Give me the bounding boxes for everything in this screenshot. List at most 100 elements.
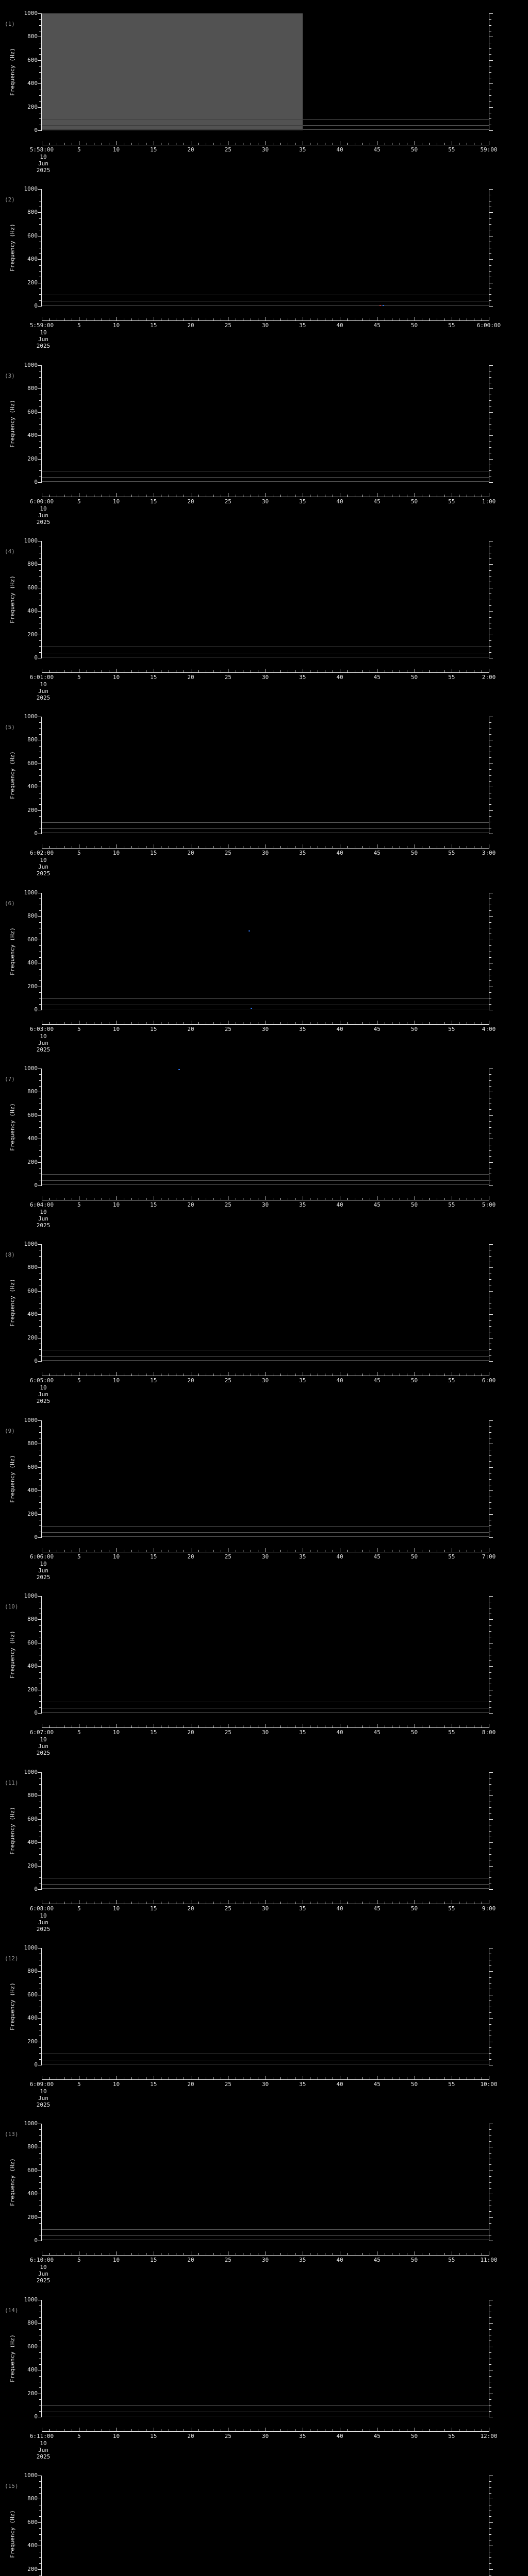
y-major-tick-right: [489, 459, 493, 460]
y-minor-tick-right: [489, 757, 491, 758]
y-major-tick-left: [38, 1291, 41, 1292]
y-minor-tick-left: [39, 2352, 41, 2353]
y-minor-tick-right: [489, 300, 491, 301]
y-minor-tick-left: [39, 1701, 41, 1702]
y-tick-label: 800: [27, 561, 38, 568]
y-minor-tick-left: [39, 1279, 41, 1280]
y-major-tick-right: [489, 1185, 493, 1186]
x-end-time-label: 11:00: [480, 2257, 498, 2263]
y-minor-tick-left: [39, 1426, 41, 1427]
x-tick-label: 10: [112, 2257, 120, 2263]
x-tick-label: 30: [261, 1553, 269, 1560]
y-minor-tick-left: [39, 1784, 41, 1785]
x-tick-label: 25: [224, 850, 232, 856]
x-tick-label: 25: [224, 322, 232, 329]
x-tick-label: 50: [410, 850, 418, 856]
y-major-tick-right: [489, 1514, 493, 1515]
spectrogram-panel: (12) Frequency (Hz) 0 200 400 600 800 1000 5 10…: [0, 1935, 528, 2110]
y-major-tick-right: [489, 564, 493, 565]
x-tick-label: 40: [336, 322, 343, 329]
y-tick-label: 200: [27, 1510, 38, 1517]
x-minor-tick: [198, 2429, 199, 2431]
x-minor-tick: [347, 846, 348, 848]
x-tick-label: 40: [336, 498, 343, 505]
y-minor-tick-left: [39, 605, 41, 606]
x-tick-label: 40: [336, 850, 343, 856]
y-major-tick-right: [489, 1889, 493, 1890]
y-minor-tick-left: [39, 1109, 41, 1110]
x-tick-label: 40: [336, 2257, 343, 2263]
x-tick-label: 30: [261, 498, 269, 505]
y-major-tick-left: [38, 564, 41, 565]
x-tick-label: 30: [261, 2433, 269, 2439]
y-minor-tick-right: [489, 1355, 491, 1356]
y-minor-tick-right: [489, 769, 491, 770]
y-tick-label: 1000: [24, 2296, 38, 2303]
x-tick-label: 40: [336, 146, 343, 153]
x-tick-label: 50: [410, 2081, 418, 2088]
y-minor-tick-right: [489, 646, 491, 647]
date-line-label: 10: [40, 154, 47, 160]
y-minor-tick-left: [39, 1707, 41, 1708]
y-minor-tick-right: [489, 1121, 491, 1122]
y-tick-label: 600: [27, 1815, 38, 1822]
y-minor-tick-right: [489, 722, 491, 723]
tonal-line-in-gray: [42, 125, 303, 126]
x-minor-tick: [347, 2429, 348, 2431]
y-tick-label: 0: [34, 1886, 38, 1892]
y-minor-tick-left: [39, 2059, 41, 2060]
y-major-tick-left: [38, 1866, 41, 1867]
y-minor-tick-right: [489, 1672, 491, 1673]
y-minor-tick-left: [39, 1156, 41, 1157]
y-axis-title: Frequency (Hz): [9, 1279, 16, 1327]
y-tick-label: 600: [27, 56, 38, 63]
x-tick-label: 15: [150, 1026, 157, 1032]
y-major-tick-left: [38, 482, 41, 483]
y-minor-tick-left: [39, 969, 41, 970]
y-minor-tick-right: [489, 1074, 491, 1075]
y-minor-tick-right: [489, 605, 491, 606]
panel-number-label: (2): [5, 196, 15, 203]
y-tick-label: 200: [27, 455, 38, 462]
y-minor-tick-left: [39, 1502, 41, 1503]
y-minor-tick-left: [39, 2387, 41, 2388]
y-major-tick-left: [38, 388, 41, 389]
x-start-time-label: 6:00:00: [29, 498, 54, 505]
y-major-tick-left: [38, 2018, 41, 2019]
y-minor-tick-left: [39, 224, 41, 225]
x-tick-label: 20: [187, 2081, 194, 2088]
x-tick-label: 50: [410, 674, 418, 681]
y-tick-label: 400: [27, 2014, 38, 2022]
x-tick-label: 20: [187, 1377, 194, 1384]
x-tick-label: 40: [336, 1729, 343, 1736]
y-minor-tick-right: [489, 218, 491, 219]
y-major-tick-right: [489, 259, 493, 260]
y-tick-label: 200: [27, 982, 38, 990]
y-axis-title: Frequency (Hz): [9, 1631, 16, 1679]
y-minor-tick-right: [489, 980, 491, 981]
y-tick-label: 600: [27, 2518, 38, 2526]
y-minor-tick-right: [489, 1677, 491, 1679]
tonal-line-in-gray: [42, 119, 303, 120]
x-tick-label: 10: [112, 1201, 120, 1208]
x-minor-tick: [198, 1550, 199, 1552]
x-tick-label: 50: [410, 1905, 418, 1912]
x-tick-label: 5: [77, 2257, 81, 2263]
y-tick-label: 400: [27, 1839, 38, 1846]
y-minor-tick-left: [39, 1150, 41, 1151]
y-tick-label: 0: [34, 1358, 38, 1364]
y-axis-line-left: [41, 1420, 42, 1538]
y-minor-tick-right: [489, 423, 491, 425]
spectrogram-panel: (3) Frequency (Hz) 0 200 400 600 800 1000 5 10 1…: [0, 352, 528, 528]
x-tick-label: 20: [187, 2433, 194, 2439]
y-minor-tick-right: [489, 1854, 491, 1855]
x-tick-label: 25: [224, 2257, 232, 2263]
y-minor-tick-right: [489, 1784, 491, 1785]
y-major-tick-left: [38, 259, 41, 260]
y-major-tick-left: [38, 212, 41, 213]
x-tick-label: 30: [261, 146, 269, 153]
date-line-label: 2025: [36, 1926, 51, 1933]
y-minor-tick-left: [39, 48, 41, 49]
y-minor-tick-left: [39, 728, 41, 729]
y-minor-tick-right: [489, 2141, 491, 2142]
